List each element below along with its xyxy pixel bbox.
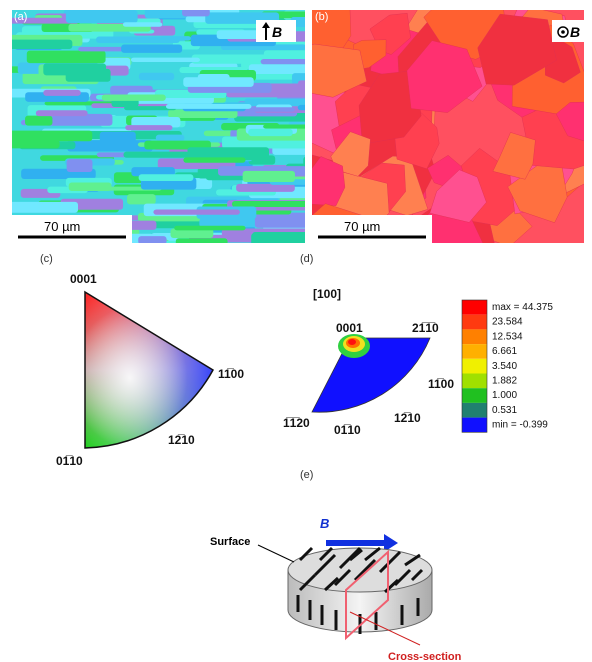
vertex-label: 11̅00 [218, 367, 244, 381]
legend-label: 1.882 [492, 376, 517, 387]
figure: (a) B 70 µm (b) B 70 µm (c) 0001 11̅00 0… [0, 0, 592, 662]
grain [9, 202, 78, 213]
field-label: B [320, 516, 329, 531]
vertex-label: 01̅10 [334, 423, 361, 437]
grain [174, 226, 245, 231]
grain [27, 51, 106, 64]
grain [139, 174, 194, 181]
legend-label: 12.534 [492, 331, 523, 342]
vertex-label: 01̅10 [56, 454, 83, 468]
grain [261, 59, 312, 64]
grain [236, 184, 295, 192]
legend-swatch [462, 403, 487, 418]
field-label: B [272, 24, 282, 40]
legend-swatch [462, 374, 487, 389]
edge-label: 12̅10 [168, 433, 195, 447]
grain [138, 236, 166, 244]
legend-swatch [462, 359, 487, 374]
grain [67, 159, 93, 172]
grain [127, 194, 156, 204]
scale-label: 70 µm [344, 219, 380, 234]
vertex-label: 11̅00 [428, 377, 454, 391]
grain [156, 135, 185, 141]
cross-section-label: Cross-section [388, 651, 462, 662]
grain [123, 22, 162, 26]
legend-label: max = 44.375 [492, 302, 553, 313]
grain [249, 64, 317, 74]
vertex-label: 0001 [70, 272, 97, 286]
pole-figure [312, 334, 430, 412]
grain [125, 125, 172, 130]
legend-swatch [462, 329, 487, 344]
field-label: B [570, 24, 580, 40]
color-legend: max = 44.375 23.584 12.534 6.661 3.540 1.882 1… [462, 300, 553, 432]
vertex-label: 0001 [336, 321, 363, 335]
grain [43, 90, 81, 96]
grain [36, 110, 88, 116]
grain [153, 210, 239, 215]
pointer [258, 545, 294, 562]
legend-label: min = -0.399 [492, 420, 548, 431]
scale-label: 70 µm [44, 219, 80, 234]
legend-label: 3.540 [492, 361, 517, 372]
grain [243, 171, 295, 182]
grain [102, 94, 166, 100]
grain [106, 242, 144, 254]
grain [8, 40, 72, 49]
panel-label: (e) [300, 469, 313, 481]
legend-swatch [462, 344, 487, 359]
grain [121, 44, 182, 52]
grain [251, 107, 295, 111]
grain [100, 132, 136, 143]
grain [66, 10, 138, 23]
surface-label: Surface [210, 536, 250, 548]
legend-label: 6.661 [492, 346, 517, 357]
legend-label: 23.584 [492, 317, 523, 328]
legend-swatch [462, 388, 487, 403]
grain [183, 77, 253, 87]
grain [248, 129, 292, 136]
legend-swatch [462, 300, 487, 315]
legend-swatch [462, 418, 487, 433]
grain [232, 201, 320, 207]
grain [25, 116, 52, 126]
vertex-label: 1̅1̅20 [283, 416, 310, 430]
panel-label: (d) [300, 253, 313, 265]
legend-label: 1.000 [492, 390, 517, 401]
ipf-triangle [85, 292, 213, 448]
grain [5, 131, 92, 142]
grain [160, 36, 191, 41]
field-symbol-dot [561, 30, 565, 34]
panel-label: (b) [315, 11, 328, 23]
grain [66, 69, 111, 82]
legend-label: 0.531 [492, 405, 517, 416]
grain [69, 183, 112, 191]
panel-label: (a) [14, 11, 27, 23]
legend-swatch [462, 315, 487, 330]
vertex-label: 21̅1̅0 [412, 321, 439, 335]
grain [166, 104, 251, 109]
grain [139, 73, 174, 80]
direction-label: [100] [313, 287, 341, 301]
grain [176, 238, 228, 249]
grain [183, 157, 245, 162]
vertex-label: 12̅10 [394, 411, 421, 425]
grain [182, 8, 210, 16]
panel-label: (c) [40, 253, 53, 265]
grain [131, 58, 200, 62]
grain [123, 152, 189, 158]
